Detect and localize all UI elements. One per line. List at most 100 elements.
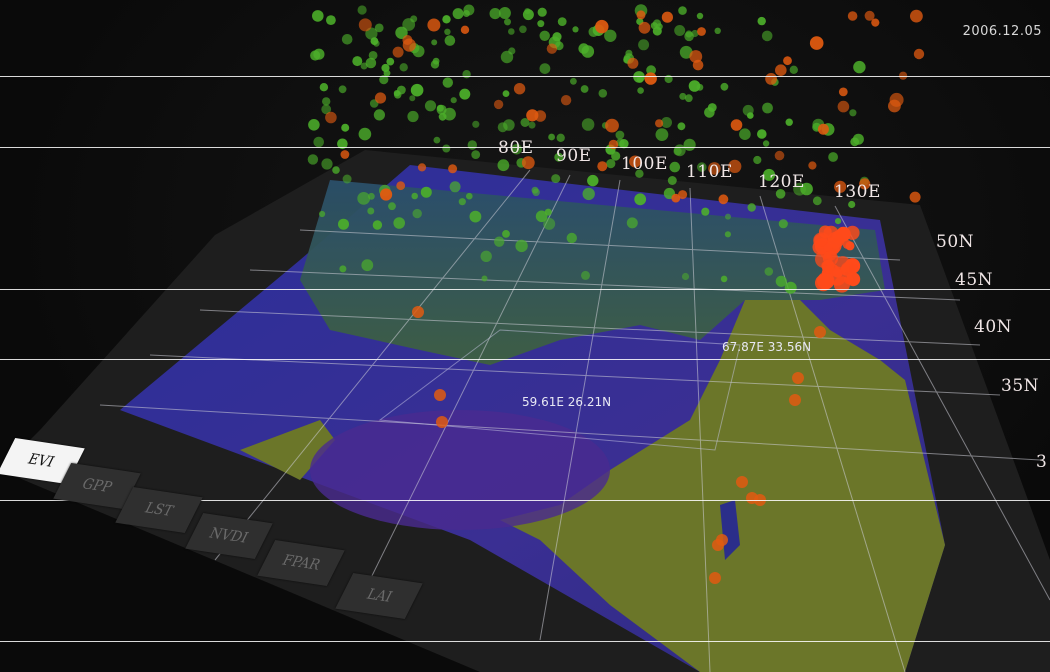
data-point: [840, 261, 856, 277]
data-point: [765, 73, 777, 85]
data-point: [754, 494, 766, 506]
data-point: [308, 119, 320, 131]
data-point: [319, 210, 326, 218]
data-point: [548, 133, 555, 141]
data-point: [374, 23, 384, 33]
data-point: [322, 97, 331, 106]
data-point: [793, 182, 806, 196]
data-point: [629, 155, 642, 168]
land-region-north: [300, 180, 885, 365]
data-point: [420, 186, 432, 198]
data-point: [396, 181, 406, 191]
data-point: [728, 159, 742, 173]
data-point: [546, 43, 558, 54]
data-point: [669, 161, 681, 173]
data-point: [310, 50, 321, 61]
data-point: [480, 250, 492, 262]
data-point: [827, 231, 845, 249]
data-point: [761, 30, 773, 42]
data-point: [685, 30, 693, 38]
data-point: [539, 30, 550, 41]
selection-region[interactable]: [378, 329, 741, 451]
data-point: [402, 38, 416, 52]
data-point: [444, 35, 456, 46]
data-point: [524, 8, 531, 15]
data-point: [598, 89, 608, 98]
data-point: [339, 265, 347, 273]
data-point: [681, 272, 690, 281]
data-point: [625, 49, 633, 57]
data-point: [504, 18, 511, 26]
data-point: [436, 416, 448, 428]
data-point: [469, 210, 482, 223]
data-point: [508, 28, 515, 35]
data-point: [720, 275, 728, 283]
data-point: [859, 178, 871, 190]
data-point: [372, 220, 383, 230]
data-point: [789, 394, 801, 406]
data-point: [679, 92, 687, 100]
data-point: [502, 90, 510, 97]
data-point: [449, 181, 461, 193]
data-point: [560, 95, 572, 106]
data-point: [762, 102, 773, 114]
data-point: [386, 57, 395, 66]
data-point: [427, 18, 441, 32]
data-point: [321, 104, 332, 115]
data-point: [587, 174, 599, 187]
data-point: [508, 47, 516, 55]
data-point: [539, 63, 551, 74]
data-point: [460, 25, 470, 34]
data-point: [551, 174, 561, 184]
data-point: [697, 162, 707, 172]
latitude-label: 40N: [974, 317, 1013, 337]
data-point: [838, 87, 848, 97]
data-point: [661, 117, 672, 128]
data-point: [570, 77, 577, 85]
data-point: [313, 136, 325, 148]
data-point: [852, 133, 864, 145]
data-point: [736, 476, 748, 488]
data-point: [707, 103, 717, 112]
data-point: [442, 15, 451, 24]
latitude-label: 50N: [936, 232, 975, 252]
data-point: [671, 193, 681, 203]
data-point: [511, 144, 522, 155]
data-point: [814, 326, 826, 338]
data-point: [458, 198, 466, 206]
data-point: [849, 109, 857, 117]
data-point: [537, 20, 545, 28]
data-point: [608, 139, 619, 150]
data-point: [554, 152, 564, 162]
data-point: [357, 5, 367, 15]
data-point: [325, 111, 337, 124]
data-point: [337, 138, 348, 150]
data-point: [638, 39, 650, 51]
data-point: [471, 150, 481, 160]
data-point: [626, 217, 638, 229]
data-point: [847, 11, 858, 21]
data-point: [436, 104, 444, 112]
data-point: [409, 95, 416, 102]
data-point: [326, 15, 336, 25]
data-point: [679, 45, 693, 59]
data-point: [784, 281, 797, 294]
data-point: [452, 8, 464, 20]
tab-nvdi-label: NVDI: [208, 525, 250, 547]
data-point: [697, 27, 706, 36]
data-point: [913, 48, 925, 60]
data-point: [515, 239, 528, 253]
data-point: [673, 147, 682, 156]
data-point: [664, 74, 673, 84]
latitude-label: 45N: [955, 270, 994, 290]
data-point: [650, 22, 658, 30]
data-point: [519, 25, 527, 34]
data-point: [595, 19, 609, 34]
data-point: [792, 372, 804, 384]
data-point: [432, 57, 440, 65]
data-point: [604, 29, 617, 42]
data-point: [481, 275, 488, 282]
data-point: [388, 202, 396, 211]
